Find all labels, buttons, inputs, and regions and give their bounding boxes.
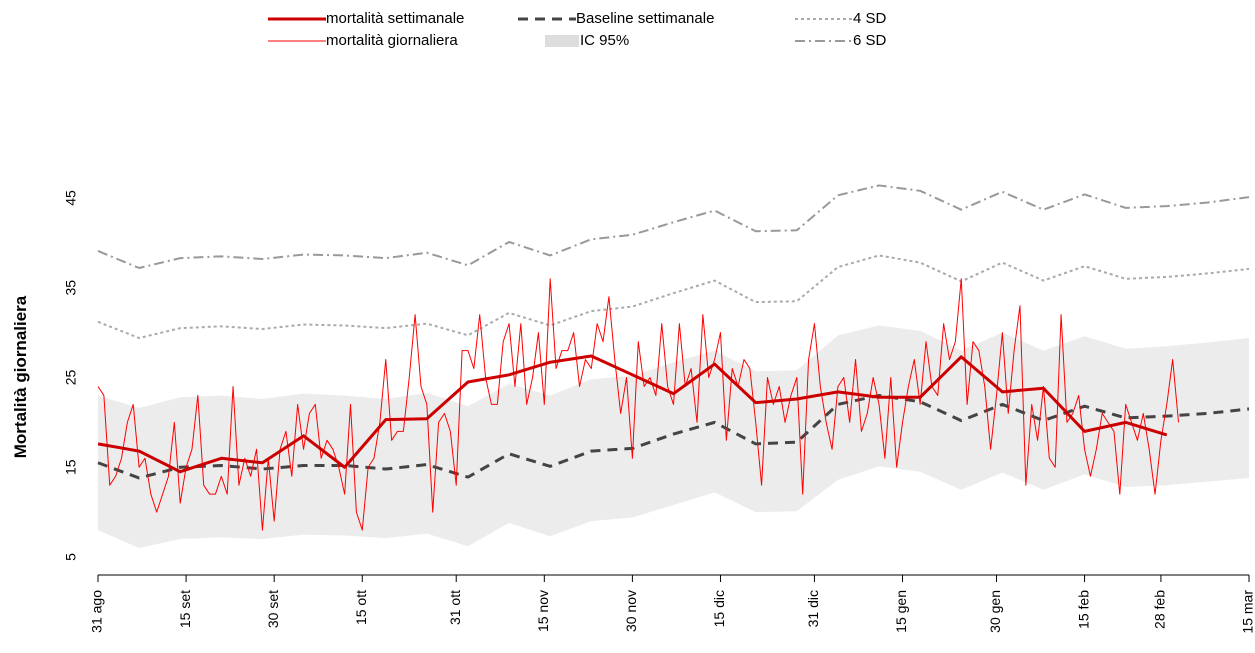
plot-area <box>97 184 1250 549</box>
x-tick-label: 15 gen <box>893 590 909 633</box>
line <box>97 354 1168 474</box>
x-tick-label: 30 nov <box>623 590 639 632</box>
legend-label: 6 SD <box>853 32 887 49</box>
line <box>97 254 1250 340</box>
x-tick-label: 31 ott <box>447 590 463 625</box>
y-tick-label: 5 <box>63 553 79 561</box>
line <box>97 393 1250 480</box>
legend-label: IC 95% <box>580 32 629 49</box>
line <box>97 278 1180 531</box>
confidence-band <box>98 325 1249 549</box>
y-axis-label: Mortalità giornaliera <box>11 295 30 458</box>
x-tick-label: 15 set <box>177 590 193 628</box>
line <box>97 184 1250 270</box>
x-tick-label: 31 ago <box>89 590 105 633</box>
legend-swatch <box>545 35 579 47</box>
x-tick-label: 30 gen <box>987 590 1003 633</box>
y-tick-label: 35 <box>63 280 79 296</box>
x-tick-label: 15 nov <box>535 590 551 632</box>
x-tick-label: 15 ott <box>353 590 369 625</box>
x-tick-label: 30 set <box>265 590 281 628</box>
x-tick-label: 15 mar <box>1240 590 1255 634</box>
x-tick-label: 15 feb <box>1075 590 1091 629</box>
legend-label: Baseline settimanale <box>576 10 714 27</box>
legend-label: mortalità giornaliera <box>326 32 458 49</box>
y-tick-label: 45 <box>63 190 79 206</box>
x-tick-label: 31 dic <box>805 590 821 627</box>
x-tick-label: 15 dic <box>711 590 727 627</box>
y-tick-label: 15 <box>63 459 79 475</box>
legend-label: mortalità settimanale <box>326 10 464 27</box>
legend-label: 4 SD <box>853 10 887 27</box>
x-tick-label: 28 feb <box>1152 590 1168 629</box>
y-tick-label: 25 <box>63 370 79 386</box>
